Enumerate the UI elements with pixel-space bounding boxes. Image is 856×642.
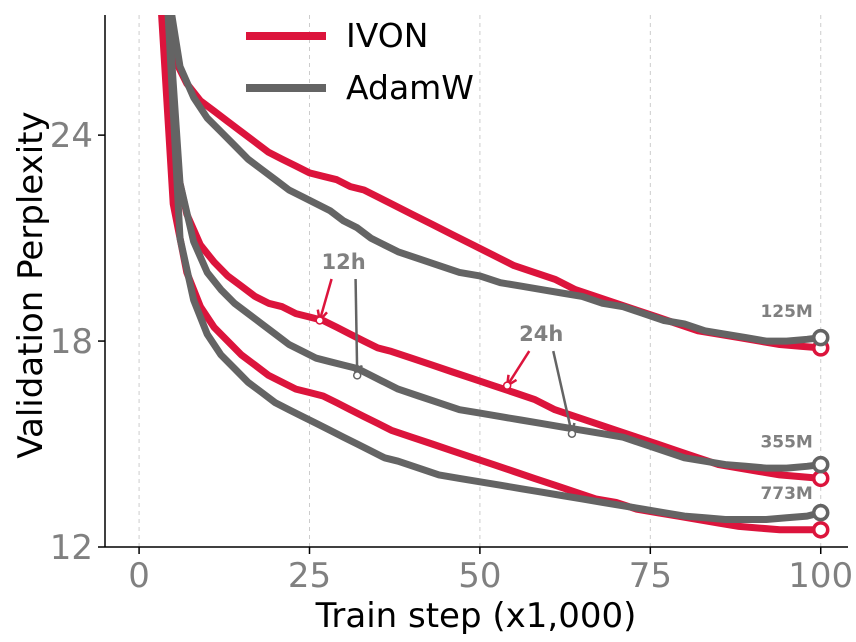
series-lines — [158, 15, 825, 534]
x-axis-label: Train step (x1,000) — [315, 596, 637, 636]
x-tick-label-50: 50 — [458, 556, 501, 596]
y-tick-label-18: 18 — [50, 322, 93, 362]
model-label-773m: 773M — [760, 484, 812, 504]
end-marker-ivon-773m — [811, 521, 830, 539]
annotation-label-24h: 24h — [519, 322, 563, 346]
legend-label-ivon: IVON — [346, 16, 428, 55]
annotation-arrow-24h-adamw — [552, 350, 574, 435]
annotation-label-12h: 12h — [321, 250, 365, 274]
series-line-adamw-125m — [168, 15, 825, 345]
model-label-125m: 125M — [760, 302, 812, 322]
y-axis-label: Validation Perplexity — [11, 111, 51, 458]
x-tick-label-25: 25 — [288, 556, 331, 596]
end-marker-ivon-355m — [811, 469, 830, 488]
annotation-arrow-12h-ivon — [318, 278, 333, 321]
y-tick-label-12: 12 — [50, 528, 93, 568]
tick-labels: 0 25 50 75 100 12 18 24 — [50, 116, 853, 596]
axes — [104, 15, 848, 548]
series-line-ivon-355m — [158, 15, 825, 482]
x-tick-label-100: 100 — [788, 556, 853, 596]
x-tick-label-0: 0 — [128, 556, 150, 596]
grid-lines — [138, 15, 822, 547]
model-label-355m: 355M — [760, 432, 812, 452]
series-line-ivon-773m — [158, 15, 825, 534]
annotations: 12h 24h 125M 355M 773M — [315, 250, 813, 504]
legend: IVON AdamW — [246, 16, 474, 107]
x-tick-label-75: 75 — [629, 556, 672, 596]
series-line-adamw-773m — [164, 15, 825, 523]
annotation-point-24h-adamw — [567, 429, 577, 438]
annotation-arrow-12h-adamw — [354, 278, 359, 376]
annotation-arrow-24h-ivon — [506, 350, 531, 387]
end-marker-adamw-355m — [811, 455, 830, 474]
end-markers — [811, 328, 830, 539]
annotation-point-24h-ivon — [502, 381, 512, 390]
y-tick-label-24: 24 — [50, 116, 93, 156]
end-marker-adamw-125m — [811, 328, 830, 347]
end-marker-adamw-773m — [811, 503, 830, 522]
annotation-point-12h-adamw — [352, 371, 362, 380]
annotation-point-12h-ivon — [315, 316, 324, 325]
series-line-adamw-355m — [165, 15, 825, 472]
legend-label-adamw: AdamW — [346, 68, 474, 107]
